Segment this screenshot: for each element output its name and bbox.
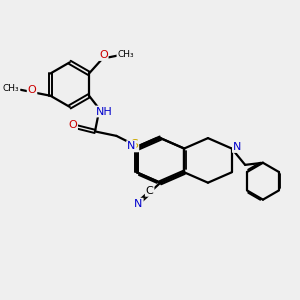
Text: C: C <box>146 186 154 196</box>
Text: N: N <box>127 141 136 151</box>
Text: N: N <box>233 142 241 152</box>
Text: O: O <box>68 120 77 130</box>
Text: CH₃: CH₃ <box>3 84 20 93</box>
Text: CH₃: CH₃ <box>117 50 134 59</box>
Text: O: O <box>28 85 36 95</box>
Text: S: S <box>130 138 138 151</box>
Text: N: N <box>134 199 143 209</box>
Text: O: O <box>99 50 108 60</box>
Text: NH: NH <box>95 106 112 116</box>
